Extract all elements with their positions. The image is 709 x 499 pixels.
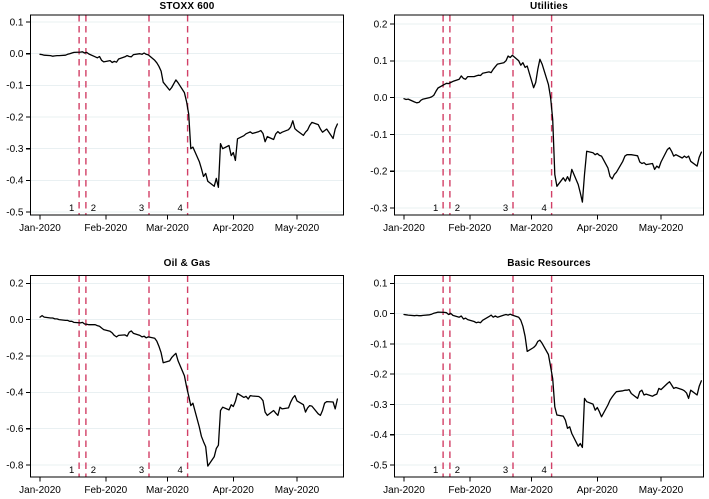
y-tick-label: 0.1 bbox=[374, 279, 388, 290]
chart-panel: 0.1 0.0 -0.1 -0.2 -0.3 -0.4 -0.5 Jan-2020 Feb-20… bbox=[6, 14, 345, 234]
event-label-2: 2 bbox=[91, 203, 96, 214]
y-tick-label: -0.6 bbox=[6, 424, 24, 435]
y-tick-label: 0.0 bbox=[10, 49, 24, 60]
plot-border bbox=[393, 14, 705, 216]
y-tick-label: -0.2 bbox=[370, 370, 388, 381]
panel-title-utilities: Utilities bbox=[530, 1, 568, 12]
x-tick-label: Apr-2020 bbox=[213, 223, 255, 234]
x-tick-label: Jan-2020 bbox=[383, 485, 425, 496]
event-label-1: 1 bbox=[69, 465, 74, 476]
panel-title-basic-resources: Basic Resources bbox=[507, 258, 591, 269]
x-tick-label: May-2020 bbox=[275, 485, 320, 496]
x-tick-label: Mar-2020 bbox=[510, 223, 553, 234]
x-tick-label: May-2020 bbox=[639, 485, 684, 496]
y-tick-label: -0.2 bbox=[6, 351, 24, 362]
y-tick-label: -0.5 bbox=[370, 460, 388, 471]
event-label-2: 2 bbox=[455, 203, 460, 214]
x-tick-label: Feb-2020 bbox=[84, 485, 127, 496]
event-label-1: 1 bbox=[433, 203, 438, 214]
plot-border bbox=[29, 14, 345, 216]
y-tick-label: -0.4 bbox=[6, 388, 24, 399]
event-label-2: 2 bbox=[91, 465, 96, 476]
panel-title-stoxx600: STOXX 600 bbox=[159, 1, 215, 12]
chart-panel: 0.2 0.1 0.0 -0.1 -0.2 -0.3 Jan-2020 Feb-2020 Mar… bbox=[370, 14, 705, 234]
y-tick-label: 0.2 bbox=[374, 19, 388, 30]
y-tick-label: -0.4 bbox=[6, 176, 24, 187]
x-tick-label: Feb-2020 bbox=[84, 223, 127, 234]
y-tick-label: -0.4 bbox=[370, 430, 388, 441]
event-label-4: 4 bbox=[177, 465, 182, 476]
event-label-2: 2 bbox=[455, 465, 460, 476]
x-tick-label: Mar-2020 bbox=[146, 485, 189, 496]
event-label-4: 4 bbox=[541, 465, 546, 476]
y-tick-label: -0.3 bbox=[370, 400, 388, 411]
y-tick-label: -0.2 bbox=[6, 112, 24, 123]
x-tick-label: Jan-2020 bbox=[19, 485, 61, 496]
y-tick-label: 0.1 bbox=[374, 56, 388, 67]
data-line bbox=[403, 54, 703, 203]
event-label-3: 3 bbox=[503, 203, 508, 214]
x-tick-label: May-2020 bbox=[275, 223, 320, 234]
y-tick-label: -0.2 bbox=[370, 167, 388, 178]
event-label-3: 3 bbox=[139, 203, 144, 214]
panel-title-oil-gas: Oil & Gas bbox=[163, 258, 211, 269]
event-label-4: 4 bbox=[541, 203, 546, 214]
event-label-3: 3 bbox=[139, 465, 144, 476]
y-tick-label: 0.1 bbox=[10, 17, 24, 28]
data-line bbox=[39, 51, 339, 188]
y-tick-label: 0.0 bbox=[374, 309, 388, 320]
event-label-4: 4 bbox=[177, 203, 182, 214]
event-label-1: 1 bbox=[69, 203, 74, 214]
x-tick-label: Mar-2020 bbox=[146, 223, 189, 234]
y-tick-label: -0.1 bbox=[370, 339, 388, 350]
y-tick-label: -0.5 bbox=[6, 207, 24, 218]
y-tick-label: -0.1 bbox=[370, 130, 388, 141]
x-tick-label: Feb-2020 bbox=[448, 223, 491, 234]
y-tick-label: -0.8 bbox=[6, 460, 24, 471]
x-tick-label: May-2020 bbox=[639, 223, 684, 234]
plot-border bbox=[29, 274, 345, 478]
x-tick-label: Feb-2020 bbox=[448, 485, 491, 496]
y-tick-label: -0.1 bbox=[6, 81, 24, 92]
y-tick-label: 0.0 bbox=[10, 315, 24, 326]
chart-panel: 0.2 0.0 -0.2 -0.4 -0.6 -0.8 Jan-2020 Feb-2020 Ma… bbox=[6, 274, 345, 496]
x-tick-label: Apr-2020 bbox=[213, 485, 255, 496]
y-tick-label: -0.3 bbox=[370, 203, 388, 214]
x-tick-label: Mar-2020 bbox=[510, 485, 553, 496]
x-tick-label: Jan-2020 bbox=[19, 223, 61, 234]
plot-border bbox=[393, 274, 705, 478]
data-line bbox=[39, 314, 339, 467]
x-tick-label: Jan-2020 bbox=[383, 223, 425, 234]
y-tick-label: 0.0 bbox=[374, 93, 388, 104]
event-label-3: 3 bbox=[503, 465, 508, 476]
chart-panel: 0.1 0.0 -0.1 -0.2 -0.3 -0.4 -0.5 Jan-2020 Feb-20… bbox=[370, 274, 705, 496]
x-tick-label: Apr-2020 bbox=[577, 485, 619, 496]
x-tick-label: Apr-2020 bbox=[577, 223, 619, 234]
y-tick-label: 0.2 bbox=[10, 279, 24, 290]
event-label-1: 1 bbox=[433, 465, 438, 476]
data-line bbox=[403, 311, 703, 449]
y-tick-label: -0.3 bbox=[6, 144, 24, 155]
